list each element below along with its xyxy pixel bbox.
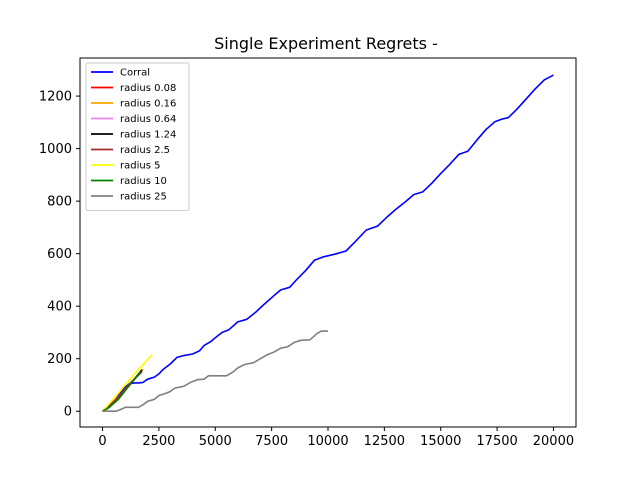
- x-tick-label: 17500: [476, 434, 517, 449]
- legend-label: radius 5: [120, 161, 160, 172]
- y-tick-label: 600: [47, 247, 72, 262]
- y-tick-label: 0: [64, 405, 72, 420]
- y-tick-label: 200: [47, 352, 72, 367]
- x-tick-label: 12500: [364, 434, 405, 449]
- legend-label: radius 2.5: [120, 145, 170, 156]
- legend-label: radius 25: [120, 192, 167, 203]
- legend-label: radius 10: [120, 176, 167, 187]
- y-axis: 0 200 400 600 800 1000 1200: [39, 90, 80, 420]
- series-line-6: [101, 354, 153, 412]
- legend-label: Corral: [120, 68, 150, 79]
- y-tick-label: 400: [47, 300, 72, 315]
- series-line-8: [102, 330, 328, 413]
- x-tick-label: 10000: [307, 434, 348, 449]
- x-tick-label: 7500: [255, 434, 288, 449]
- x-tick-label: 15000: [420, 434, 461, 449]
- x-tick-label: 2500: [142, 434, 175, 449]
- legend-box: [85, 62, 190, 211]
- x-tick-label: 20000: [533, 434, 574, 449]
- x-tick-label: 0: [98, 434, 106, 449]
- x-tick-label: 5000: [199, 434, 232, 449]
- x-axis: 0 2500 5000 7500 10000 12500 15000 17500 20000: [98, 427, 574, 449]
- legend-label: radius 0.64: [120, 114, 176, 125]
- y-tick-label: 1200: [39, 90, 72, 105]
- legend-label: radius 1.24: [120, 130, 176, 141]
- series-line-7: [102, 371, 142, 412]
- chart-title: Single Experiment Regrets -: [214, 34, 438, 53]
- legend-label: radius 0.08: [120, 83, 176, 94]
- series-line-0: [102, 74, 554, 412]
- legend: Corral radius 0.08 radius 0.16 radius 0.64 r…: [85, 62, 190, 211]
- y-tick-label: 1000: [39, 142, 72, 157]
- y-tick-label: 800: [47, 195, 72, 210]
- legend-label: radius 0.16: [120, 99, 176, 110]
- series-layer: [101, 74, 554, 413]
